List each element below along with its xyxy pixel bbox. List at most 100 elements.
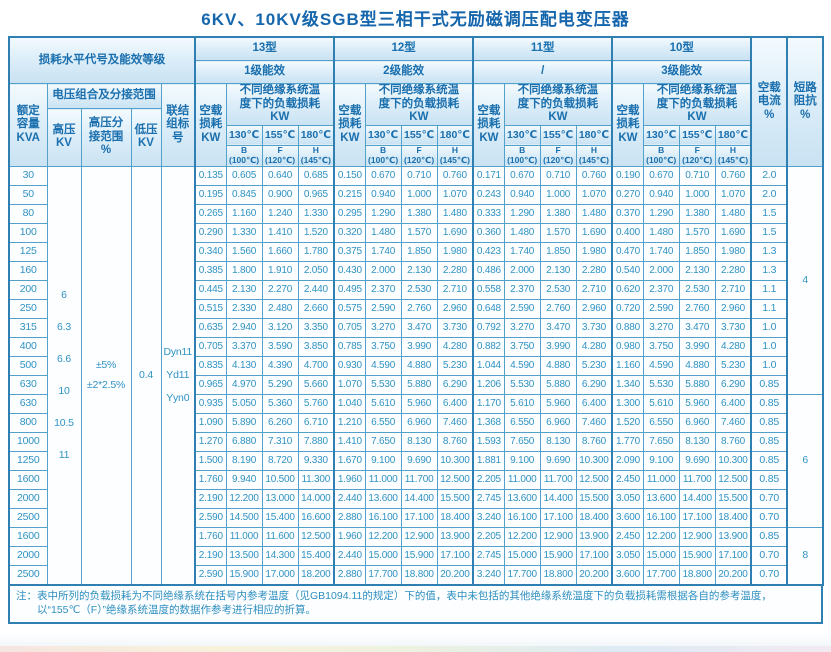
cell: 1.000 [678,184,716,205]
cell: 18.400 [714,507,752,528]
cell: 15.900 [400,545,438,566]
rated-capacity-cell: 400 [8,336,48,357]
cell: 0.495 [333,279,366,300]
col-header-hv-tap: 高压分 接范围 % [80,108,132,167]
cell: 0.670 [642,165,680,186]
temp-sub-b: B (100℃) [364,144,402,167]
cell: 6.550 [642,412,680,433]
cell: 12.900 [539,526,577,547]
cell: 2.880 [333,564,366,586]
cell: 0.375 [333,241,366,262]
cell: 1.570 [678,222,716,243]
cell: 7.650 [642,431,680,452]
cell: 0.670 [364,165,402,186]
rated-capacity-cell: 2500 [8,564,48,586]
cell: 6.290 [714,374,752,395]
cell: 1.290 [364,203,402,224]
cell: 1.070 [436,184,474,205]
cell: 10.500 [261,469,299,490]
cell: 5.530 [364,374,402,395]
cell: 17.100 [678,507,716,528]
cell: 5.880 [400,374,438,395]
cell: 0.935 [194,393,227,414]
cell: 1.770 [611,431,644,452]
cell: 5.880 [678,374,716,395]
cell: 15.500 [714,488,752,509]
cell: 13.600 [642,488,680,509]
table-row: 2000 2.190 12.200 13.000 14.000 2.440 13.600 14… [8,488,823,509]
header-row-types: 损耗水平代号及能效等级 13型 12型 11型 10型 空载 电流 % 短路 阻… [8,36,824,167]
cell: 6.880 [225,431,263,452]
cell: 0.710 [539,165,577,186]
cell: 11.700 [400,469,438,490]
col-header-no-load-loss-13: 空载 损耗 KW [194,83,227,167]
no-load-current-cell: 0.85 [750,526,788,547]
cell: 0.760 [575,165,613,186]
cell: 1.070 [333,374,366,395]
cell: 5.660 [297,374,335,395]
rated-capacity-cell: 1250 [8,450,48,471]
cell: 1.160 [225,203,263,224]
table-row: 1600 1.760 9.940 10.500 11.300 1.960 11.000 11.… [8,469,823,490]
cell: 16.100 [642,507,680,528]
col-header-load-loss-12: 不同绝缘系统温 度下的负载损耗 KW [364,83,474,126]
col-header-type-10: 10型 [611,36,752,61]
cell: 3.600 [611,507,644,528]
cell: 14.500 [225,507,263,528]
cell: 12.200 [503,526,541,547]
cell: 0.243 [472,184,505,205]
col-header-load-loss-10: 不同绝缘系统温 度下的负载损耗 KW [642,83,752,126]
header-row-efficiency: 1级能效 2级能效 / 3级能效 [9,60,823,84]
cell: 6.550 [364,412,402,433]
cell: 1.160 [611,355,644,376]
cell: 0.215 [333,184,366,205]
cell: 1.780 [297,241,335,262]
cell: 0.760 [436,165,474,186]
hv-values: 6 6.3 6.6 10 10.5 11 [46,165,82,586]
col-header-type-11: 11型 [472,36,613,61]
cell: 2.450 [611,526,644,547]
cell: 11.000 [364,469,402,490]
temp-sub-b: B (100℃) [642,144,680,167]
cell: 2.370 [642,279,680,300]
cell: 1.740 [364,241,402,262]
impedance-value: 4 [786,165,824,395]
cell: 8.130 [400,431,438,452]
cell: 5.610 [642,393,680,414]
no-load-current-cell: 0.85 [750,374,788,395]
cell: 20.200 [575,564,613,586]
cell: 0.940 [503,184,541,205]
lv-value: 0.4 [130,165,162,586]
temp-155: 155℃ [400,124,438,146]
cell: 5.230 [436,355,474,376]
cell: 2.440 [297,279,335,300]
cell: 6.960 [678,412,716,433]
cell: 1.000 [539,184,577,205]
cell: 1.690 [436,222,474,243]
temp-sub-h: H (145℃) [714,144,752,167]
cell: 7.880 [297,431,335,452]
temp-sub-h: H (145℃) [297,144,335,167]
cell: 0.486 [472,260,505,281]
cell: 0.265 [194,203,227,224]
table-row: 125 0.340 1.560 1.660 1.780 0.375 1.740 1.850 1.… [8,241,823,262]
cell: 3.120 [261,317,299,338]
cell: 17.700 [642,564,680,586]
temp-sub-b: B (100℃) [225,144,263,167]
cell: 5.960 [400,393,438,414]
cell: 1.000 [400,184,438,205]
cell: 3.730 [575,317,613,338]
cell: 0.270 [611,184,644,205]
cell: 13.500 [225,545,263,566]
cell: 0.900 [261,184,299,205]
cell: 15.000 [503,545,541,566]
cell: 0.965 [194,374,227,395]
cell: 9.100 [642,450,680,471]
cell: 1.290 [642,203,680,224]
table-row: 200 0.445 2.130 2.270 2.440 0.495 2.370 2.530 2.… [8,279,823,300]
cell: 5.050 [225,393,263,414]
cell: 2.960 [575,298,613,319]
cell: 14.000 [297,488,335,509]
cell: 18.400 [436,507,474,528]
cell: 13.900 [714,526,752,547]
